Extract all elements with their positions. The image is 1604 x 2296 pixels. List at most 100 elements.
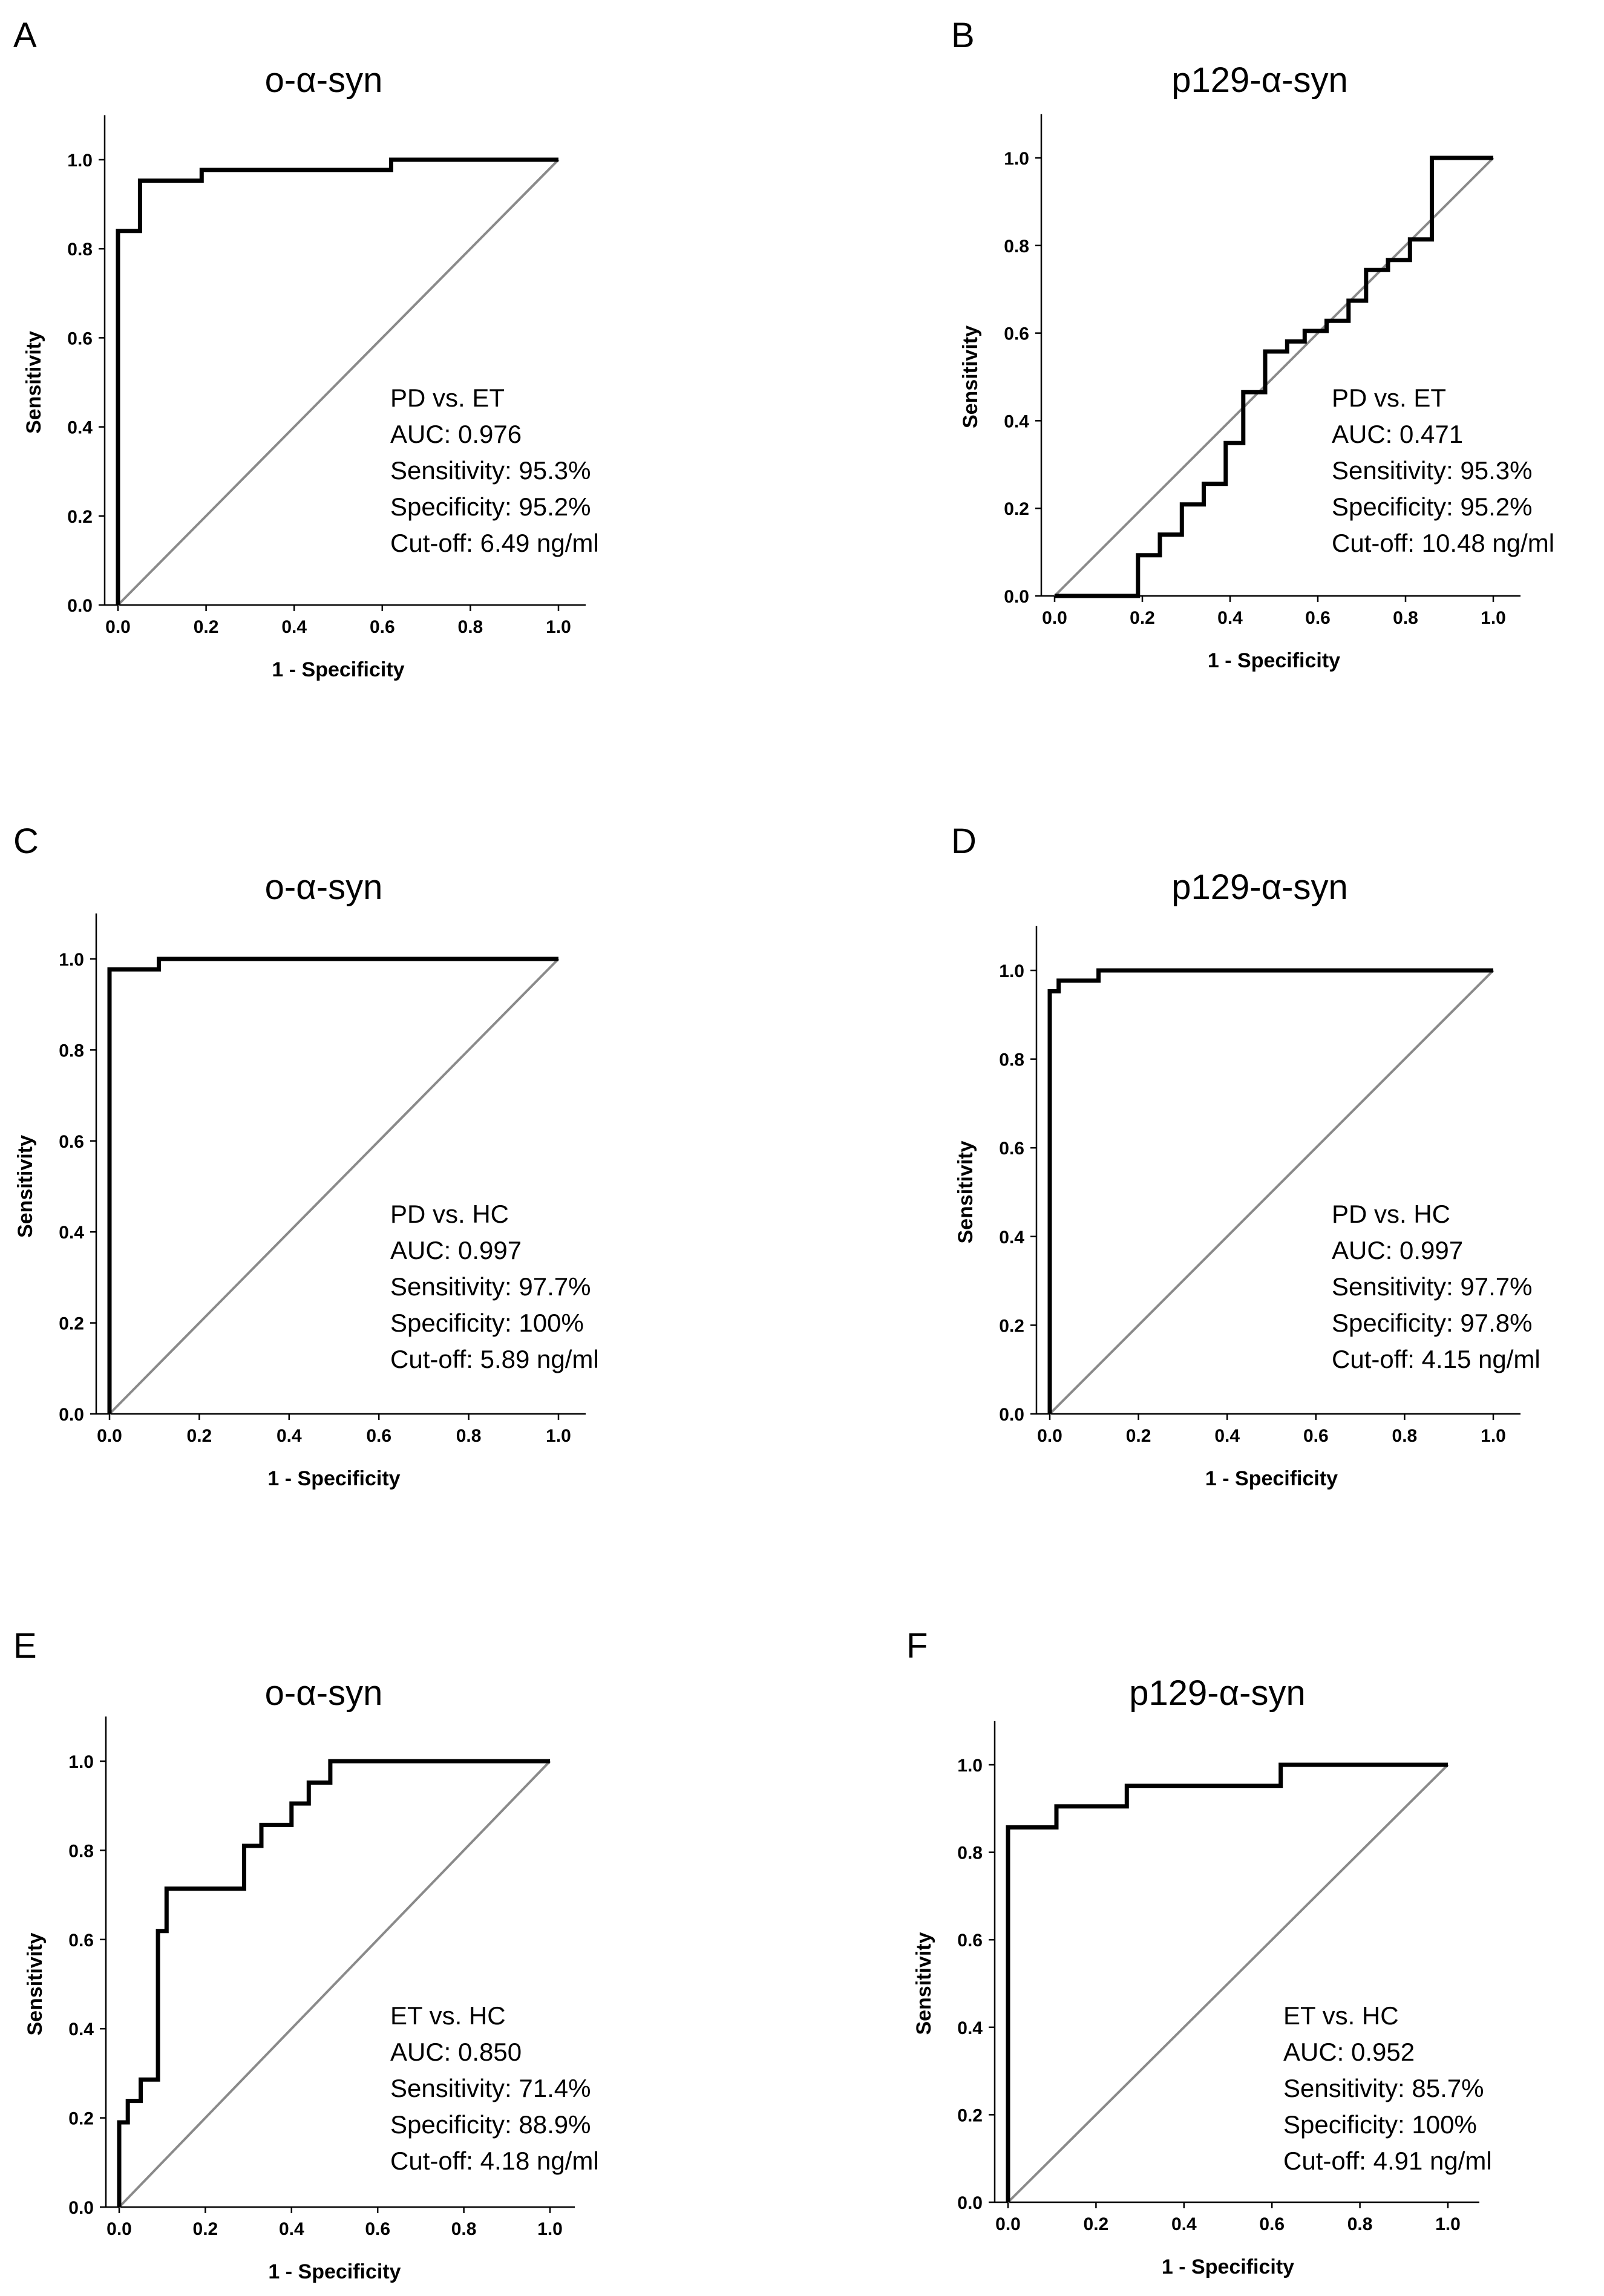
x-tick-label-f: 0.0	[995, 2214, 1021, 2234]
annotation-line-c: PD vs. HC	[390, 1200, 509, 1228]
x-tick-label-b: 1.0	[1481, 608, 1506, 628]
panel-label-d: D	[951, 822, 977, 861]
panel-a: Ao-α-syn 0.0 0.0 0.2 0.2 0.4 0.4 0.6 0.6 0.8 0.8 1.…	[13, 16, 599, 681]
annotation-line-c: Specificity: 100%	[390, 1309, 584, 1337]
x-tick-label-d: 1.0	[1481, 1426, 1506, 1446]
y-tick-label-f: 1.0	[957, 1756, 983, 1776]
x-axis-label-f: 1 - Specificity	[1162, 2255, 1294, 2278]
chart-title-f: p129-α-syn	[1129, 1673, 1305, 1713]
panel-label-e: E	[13, 1626, 37, 1666]
annotation-line-f: ET vs. HC	[1283, 2001, 1399, 2030]
x-tick-label-a: 0.8	[458, 617, 483, 637]
y-tick-label-a: 1.0	[67, 151, 93, 171]
x-tick-label-e: 1.0	[537, 2219, 563, 2239]
x-tick-label-b: 0.8	[1393, 608, 1418, 628]
y-tick-label-c: 0.0	[59, 1405, 84, 1425]
y-axis-label-b: Sensitivity	[959, 325, 982, 428]
annotation-line-b: AUC: 0.471	[1332, 420, 1463, 448]
chart-title-d: p129-α-syn	[1171, 868, 1347, 907]
y-tick-label-e: 1.0	[68, 1752, 94, 1772]
reference-diagonal-e	[118, 1760, 551, 2208]
annotation-line-e: Cut-off: 4.18 ng/ml	[390, 2147, 599, 2175]
x-tick-label-d: 0.6	[1303, 1426, 1329, 1446]
y-tick-label-a: 0.6	[67, 329, 93, 348]
annotation-line-a: Sensitivity: 95.3%	[390, 456, 591, 485]
panel-label-b: B	[951, 16, 975, 55]
panel-c: Co-α-syn 0.0 0.0 0.2 0.2 0.4 0.4 0.6 0.6 0.8 0.8 1.…	[13, 822, 599, 1490]
reference-diagonal-d	[1049, 969, 1494, 1415]
x-tick-label-f: 1.0	[1435, 2214, 1461, 2234]
x-tick-label-d: 0.8	[1392, 1426, 1418, 1446]
y-tick-label-e: 0.4	[68, 2020, 94, 2039]
y-tick-label-f: 0.2	[957, 2105, 983, 2125]
x-axis-label-e: 1 - Specificity	[268, 2260, 401, 2283]
x-tick-label-a: 0.0	[105, 617, 131, 637]
y-tick-label-f: 0.8	[957, 1843, 983, 1863]
chart-title-e: o-α-syn	[265, 1673, 383, 1713]
x-tick-label-a: 1.0	[546, 617, 571, 637]
y-axis-label-d: Sensitivity	[954, 1140, 977, 1243]
annotation-line-e: Sensitivity: 71.4%	[390, 2074, 591, 2102]
x-tick-label-f: 0.6	[1259, 2214, 1285, 2234]
annotation-line-f: Specificity: 100%	[1283, 2110, 1477, 2139]
x-tick-label-a: 0.4	[281, 617, 307, 637]
y-tick-label-b: 0.4	[1004, 411, 1029, 431]
x-tick-label-e: 0.4	[279, 2219, 304, 2239]
x-tick-label-c: 0.8	[456, 1426, 482, 1446]
annotation-line-a: AUC: 0.976	[390, 420, 522, 448]
x-tick-label-d: 0.4	[1214, 1426, 1240, 1446]
x-axis-label-c: 1 - Specificity	[267, 1467, 400, 1490]
y-tick-label-d: 0.0	[999, 1405, 1024, 1425]
y-tick-label-e: 0.2	[68, 2109, 94, 2129]
annotation-line-d: PD vs. HC	[1332, 1200, 1450, 1228]
roc-curve-d	[1047, 968, 1493, 1414]
y-tick-label-a: 0.4	[67, 418, 93, 438]
x-tick-label-f: 0.2	[1084, 2214, 1109, 2234]
y-tick-label-a: 0.8	[67, 240, 93, 260]
annotation-line-f: Cut-off: 4.91 ng/ml	[1283, 2147, 1492, 2175]
x-tick-label-e: 0.8	[451, 2219, 477, 2239]
y-tick-label-b: 1.0	[1004, 149, 1029, 169]
x-tick-label-b: 0.0	[1042, 608, 1067, 628]
x-tick-label-d: 0.0	[1037, 1426, 1062, 1446]
x-tick-label-a: 0.2	[194, 617, 219, 637]
y-tick-label-d: 0.6	[999, 1139, 1024, 1159]
annotation-line-a: PD vs. ET	[390, 384, 505, 412]
panel-e: Eo-α-syn 0.0 0.0 0.2 0.2 0.4 0.4 0.6 0.6 0.8 0.8 1.…	[13, 1626, 599, 2283]
annotation-line-c: Sensitivity: 97.7%	[390, 1272, 591, 1301]
y-tick-label-f: 0.6	[957, 1931, 983, 1951]
y-tick-label-b: 0.2	[1004, 499, 1029, 519]
x-axis-label-d: 1 - Specificity	[1205, 1467, 1338, 1490]
chart-title-a: o-α-syn	[265, 61, 383, 100]
y-tick-label-e: 0.6	[68, 1931, 94, 1951]
y-tick-label-c: 1.0	[59, 950, 84, 970]
y-tick-label-c: 0.2	[59, 1314, 84, 1334]
x-tick-label-c: 0.2	[187, 1426, 212, 1446]
y-tick-label-f: 0.0	[957, 2193, 983, 2213]
y-axis-label-f: Sensitivity	[912, 1932, 935, 2035]
roc-curve-c	[107, 957, 558, 1414]
y-tick-label-d: 0.2	[999, 1316, 1024, 1336]
x-tick-label-f: 0.4	[1171, 2214, 1197, 2234]
roc-curve-f	[1006, 1762, 1448, 2202]
x-tick-label-f: 0.8	[1347, 2214, 1373, 2234]
panel-label-c: C	[13, 822, 39, 861]
x-tick-label-e: 0.0	[106, 2219, 132, 2239]
x-tick-label-c: 0.4	[277, 1426, 302, 1446]
y-tick-label-d: 0.8	[999, 1050, 1024, 1070]
x-axis-label-a: 1 - Specificity	[272, 658, 404, 681]
annotation-line-f: AUC: 0.952	[1283, 2038, 1415, 2066]
panel-label-f: F	[906, 1626, 928, 1666]
annotation-line-a: Specificity: 95.2%	[390, 492, 591, 521]
y-tick-label-a: 0.0	[67, 596, 93, 616]
reference-diagonal-b	[1053, 157, 1494, 597]
annotation-line-c: AUC: 0.997	[390, 1236, 522, 1264]
y-tick-label-d: 0.4	[999, 1228, 1024, 1248]
annotation-line-d: Specificity: 97.8%	[1332, 1309, 1533, 1337]
chart-title-b: p129-α-syn	[1171, 61, 1347, 100]
reference-diagonal-f	[1007, 1764, 1449, 2203]
y-axis-label-a: Sensitivity	[22, 331, 45, 434]
